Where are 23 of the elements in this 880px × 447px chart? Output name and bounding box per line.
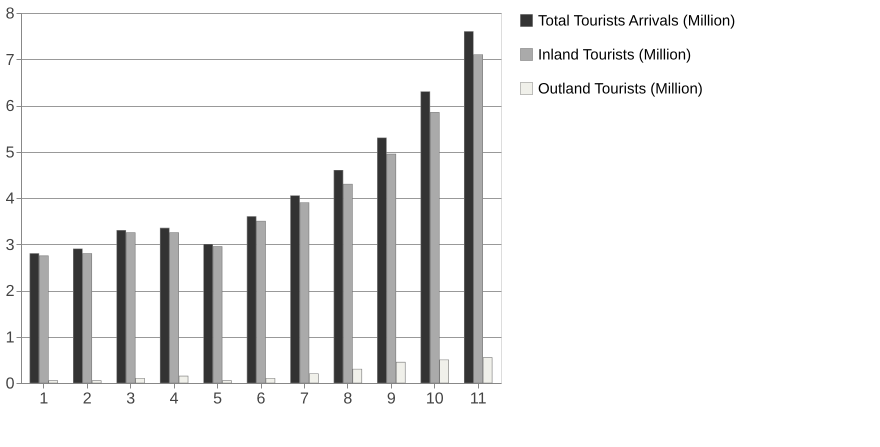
y-tick-label: 7 (6, 52, 15, 69)
y-tick-label: 5 (6, 144, 15, 162)
x-tick-label: 3 (126, 390, 136, 408)
x-tick-label: 10 (426, 390, 444, 408)
y-tick-label: 2 (6, 283, 15, 300)
x-tick-label: 9 (386, 390, 396, 408)
y-tick-label: 1 (6, 329, 15, 346)
y-tick-label: 8 (6, 6, 15, 22)
x-tick-label: 6 (256, 390, 266, 408)
x-tick-label: 1 (39, 390, 48, 408)
y-tick-label: 6 (6, 98, 15, 115)
x-tick-label: 11 (470, 390, 487, 408)
legend-label: Outland Tourists (Million) (538, 80, 703, 98)
x-tick-label: 7 (300, 390, 309, 408)
x-tick-label: 8 (343, 390, 352, 408)
y-tick-label: 3 (6, 236, 15, 254)
x-tick-label: 5 (213, 390, 222, 408)
x-tick-label: 2 (82, 390, 92, 408)
y-tick-label: 0 (6, 376, 15, 392)
x-tick-label: 4 (170, 390, 179, 408)
y-tick-label: 4 (6, 190, 15, 208)
legend-label: Total Tourists Arrivals (Million) (538, 12, 736, 30)
legend-label: Inland Tourists (Million) (538, 46, 692, 64)
